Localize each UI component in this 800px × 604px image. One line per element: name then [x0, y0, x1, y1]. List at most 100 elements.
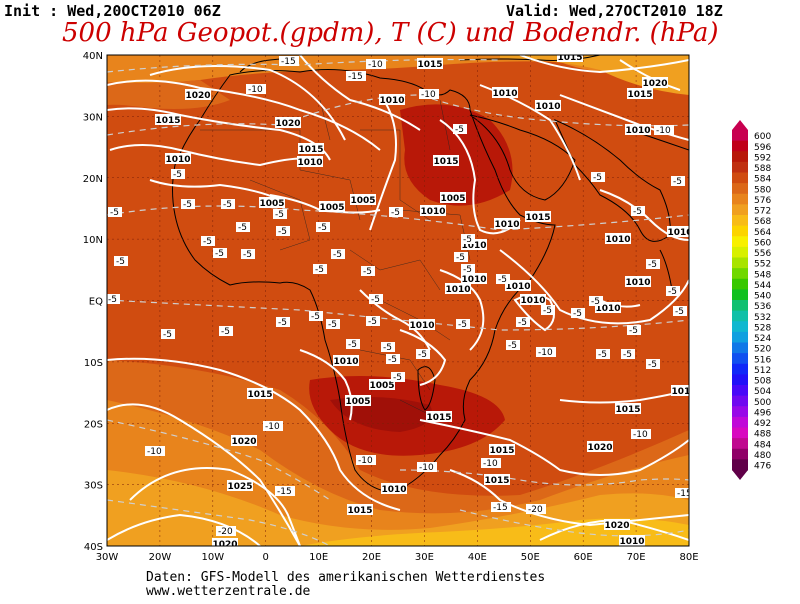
temperature-label: -5 — [278, 318, 287, 328]
colorbar-swatch — [732, 204, 748, 216]
isobar-label: 1020 — [275, 119, 300, 129]
isobar-label-bg — [333, 355, 359, 366]
isobar-label-bg — [557, 55, 583, 62]
temperature-label-bg — [356, 455, 376, 465]
isobar-label: 1015 — [627, 90, 652, 100]
isobar-label: 1015 — [557, 53, 582, 63]
temperature-label-bg — [666, 286, 680, 296]
temperature-label-bg — [389, 207, 403, 217]
isobar-label-bg — [433, 155, 459, 166]
temperature-label-bg — [654, 125, 674, 135]
colorbar-label: 572 — [754, 207, 771, 217]
temperature-label-bg — [161, 329, 175, 339]
isobar-label-bg — [520, 294, 546, 305]
isobar-label: 1010 — [461, 275, 486, 285]
colorbar-label: 568 — [754, 217, 771, 227]
temperature-label: -5 — [223, 200, 232, 210]
temperature-label: -10 — [633, 430, 648, 440]
isobar-label-bg — [426, 411, 452, 422]
lat-label: EQ — [89, 297, 103, 308]
pressure-labels: 1015 1015 1020 1020 1015 1010 1010 1010 1010 1015… — [155, 53, 689, 546]
temperature-labels: -5 -5 -5 -5 -5 -5 -5 -5 -5 -5 -5 -5 -5 -5 -5 -5 -5 -5 -5 -5… — [107, 56, 689, 537]
isobar-label-bg — [492, 87, 518, 98]
isobar-label: 1010 — [625, 126, 650, 136]
isobar-label: 1015 — [525, 213, 550, 223]
isobar-label-bg — [155, 114, 181, 125]
isobar-label: 1020 — [587, 443, 612, 453]
isobar-label-bg — [625, 276, 651, 287]
lon-label: 80E — [679, 552, 698, 563]
isobar-label: 1010 — [520, 296, 545, 306]
temperature-label-bg — [361, 266, 375, 276]
chart-title: 500 hPa Geopot.(gpdm), T (C) und Bodendr… — [62, 18, 719, 48]
colorbar-label: 556 — [754, 249, 771, 259]
temperature-label-bg — [417, 462, 437, 472]
temperature-label-bg — [366, 59, 386, 69]
isobars — [107, 55, 689, 546]
colorbar-swatch — [732, 448, 748, 460]
temperature-label-bg — [114, 256, 128, 266]
temperature-label: -5 — [203, 237, 212, 247]
lat-label: 40N — [83, 51, 103, 62]
colorbar-label: 488 — [754, 430, 771, 440]
isobar-label: 1015 — [155, 116, 180, 126]
temperature-label: -20 — [218, 527, 233, 537]
colorbar-label: 548 — [754, 270, 771, 280]
isobar-label: 1010 — [165, 155, 190, 165]
temperature-label-bg — [276, 226, 290, 236]
isobar-label-bg — [445, 283, 471, 294]
temperature-label: -5 — [673, 177, 682, 187]
colorbar-label: 520 — [754, 345, 771, 355]
colorbar-swatch — [732, 363, 748, 375]
temperature-label: -5 — [455, 125, 464, 135]
temperature-label: -5 — [498, 275, 507, 285]
borders — [200, 99, 471, 421]
isobar-label-bg — [535, 100, 561, 111]
isobar-label-bg — [165, 153, 191, 164]
valid-time: Valid: Wed,27OCT2010 18Z — [506, 2, 723, 20]
temperature-label: -5 — [668, 287, 677, 297]
isobar-label: 1010 — [595, 304, 620, 314]
lat-label: 10N — [83, 235, 103, 246]
temperature-label: -15 — [493, 503, 508, 513]
isobar-label-bg — [461, 239, 487, 250]
colorbar-label: 560 — [754, 238, 771, 248]
colorbar-bottom-arrow — [732, 470, 748, 480]
lon-label: 50E — [521, 552, 540, 563]
isobar-label-bg — [369, 379, 395, 390]
isobar-label: 1010 — [605, 235, 630, 245]
colorbar-swatch — [732, 193, 748, 205]
temperature-label-bg — [571, 308, 585, 318]
temperature-label-bg — [108, 207, 122, 217]
colorbar-swatch — [732, 438, 748, 450]
temperature-label-bg — [416, 349, 430, 359]
temperature-label: -5 — [318, 223, 327, 233]
isobar-label-bg — [345, 395, 371, 406]
colorbar-label: 564 — [754, 228, 771, 238]
colorbar-swatch — [732, 321, 748, 333]
temperature-label-bg — [316, 222, 330, 232]
isobar-label: 1005 — [319, 203, 344, 213]
temperature-label-bg — [453, 124, 467, 134]
temperature-label-bg — [506, 340, 520, 350]
isobar-label-bg — [347, 504, 373, 515]
isobar-label-bg — [627, 88, 653, 99]
temperature-label: -5 — [163, 330, 172, 340]
temperature-label-bg — [213, 248, 227, 258]
temperature-label: -10 — [368, 60, 383, 70]
colorbar-label: 476 — [754, 462, 771, 472]
temperature-label-bg — [589, 296, 603, 306]
isobar-label-bg — [484, 474, 510, 485]
temperature-label-bg — [454, 252, 468, 262]
colorbar-swatch — [732, 289, 748, 301]
colorbar-label: 592 — [754, 153, 771, 163]
isobar-label: 1005 — [369, 381, 394, 391]
temperature-label: -5 — [591, 297, 600, 307]
temperature-label-bg — [419, 89, 439, 99]
colorbar-label: 544 — [754, 281, 771, 291]
isobar-label: 1010 — [297, 158, 322, 168]
isobar-label: 1020 — [604, 521, 629, 531]
temperature-label: -5 — [221, 327, 230, 337]
colorbar-swatch — [732, 427, 748, 439]
colorbar-swatch — [732, 225, 748, 237]
